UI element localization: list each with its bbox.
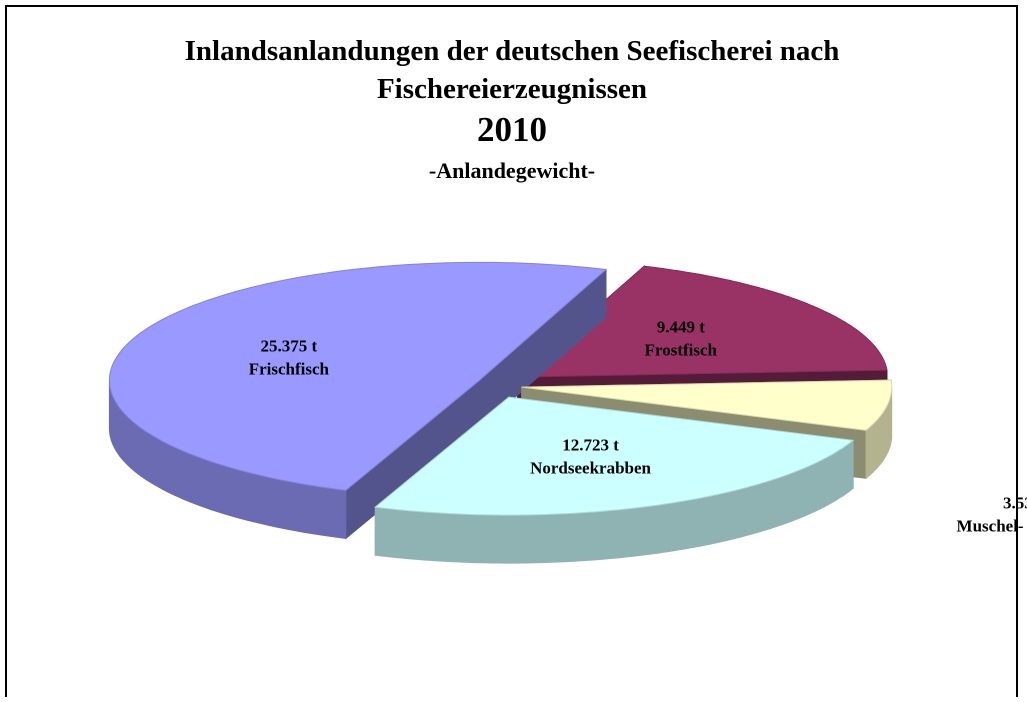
slice-top [374, 396, 855, 516]
chart-title: Fischereierzeugnissen [377, 73, 647, 105]
pie-slice [108, 261, 608, 540]
slice-label: Frischfisch [249, 360, 330, 379]
data-label: 25.375 t [261, 337, 318, 356]
chart-year: 2010 [477, 110, 547, 149]
data-label: 3.532 t [1003, 494, 1027, 513]
chart-subtitle: -Anlandegewicht- [429, 158, 595, 183]
slice-top [521, 379, 893, 431]
labels: 25.375 t Frischfisch 12.723 t Nordseekrabbe… [249, 317, 1027, 535]
slice-label: Frostfisch [645, 340, 718, 359]
slice-label: Muschel- u. -fleisch [957, 517, 1027, 536]
slice-label: Nordseekrabben [530, 459, 651, 478]
data-label: 12.723 t [562, 436, 619, 455]
slice-top [108, 261, 608, 491]
slice-top [516, 265, 888, 378]
pie-slice [374, 396, 855, 564]
data-label: 9.449 t [657, 317, 706, 336]
pie [108, 261, 893, 564]
chart-title: Inlandsanlandungen der deutschen Seefisc… [185, 35, 840, 67]
